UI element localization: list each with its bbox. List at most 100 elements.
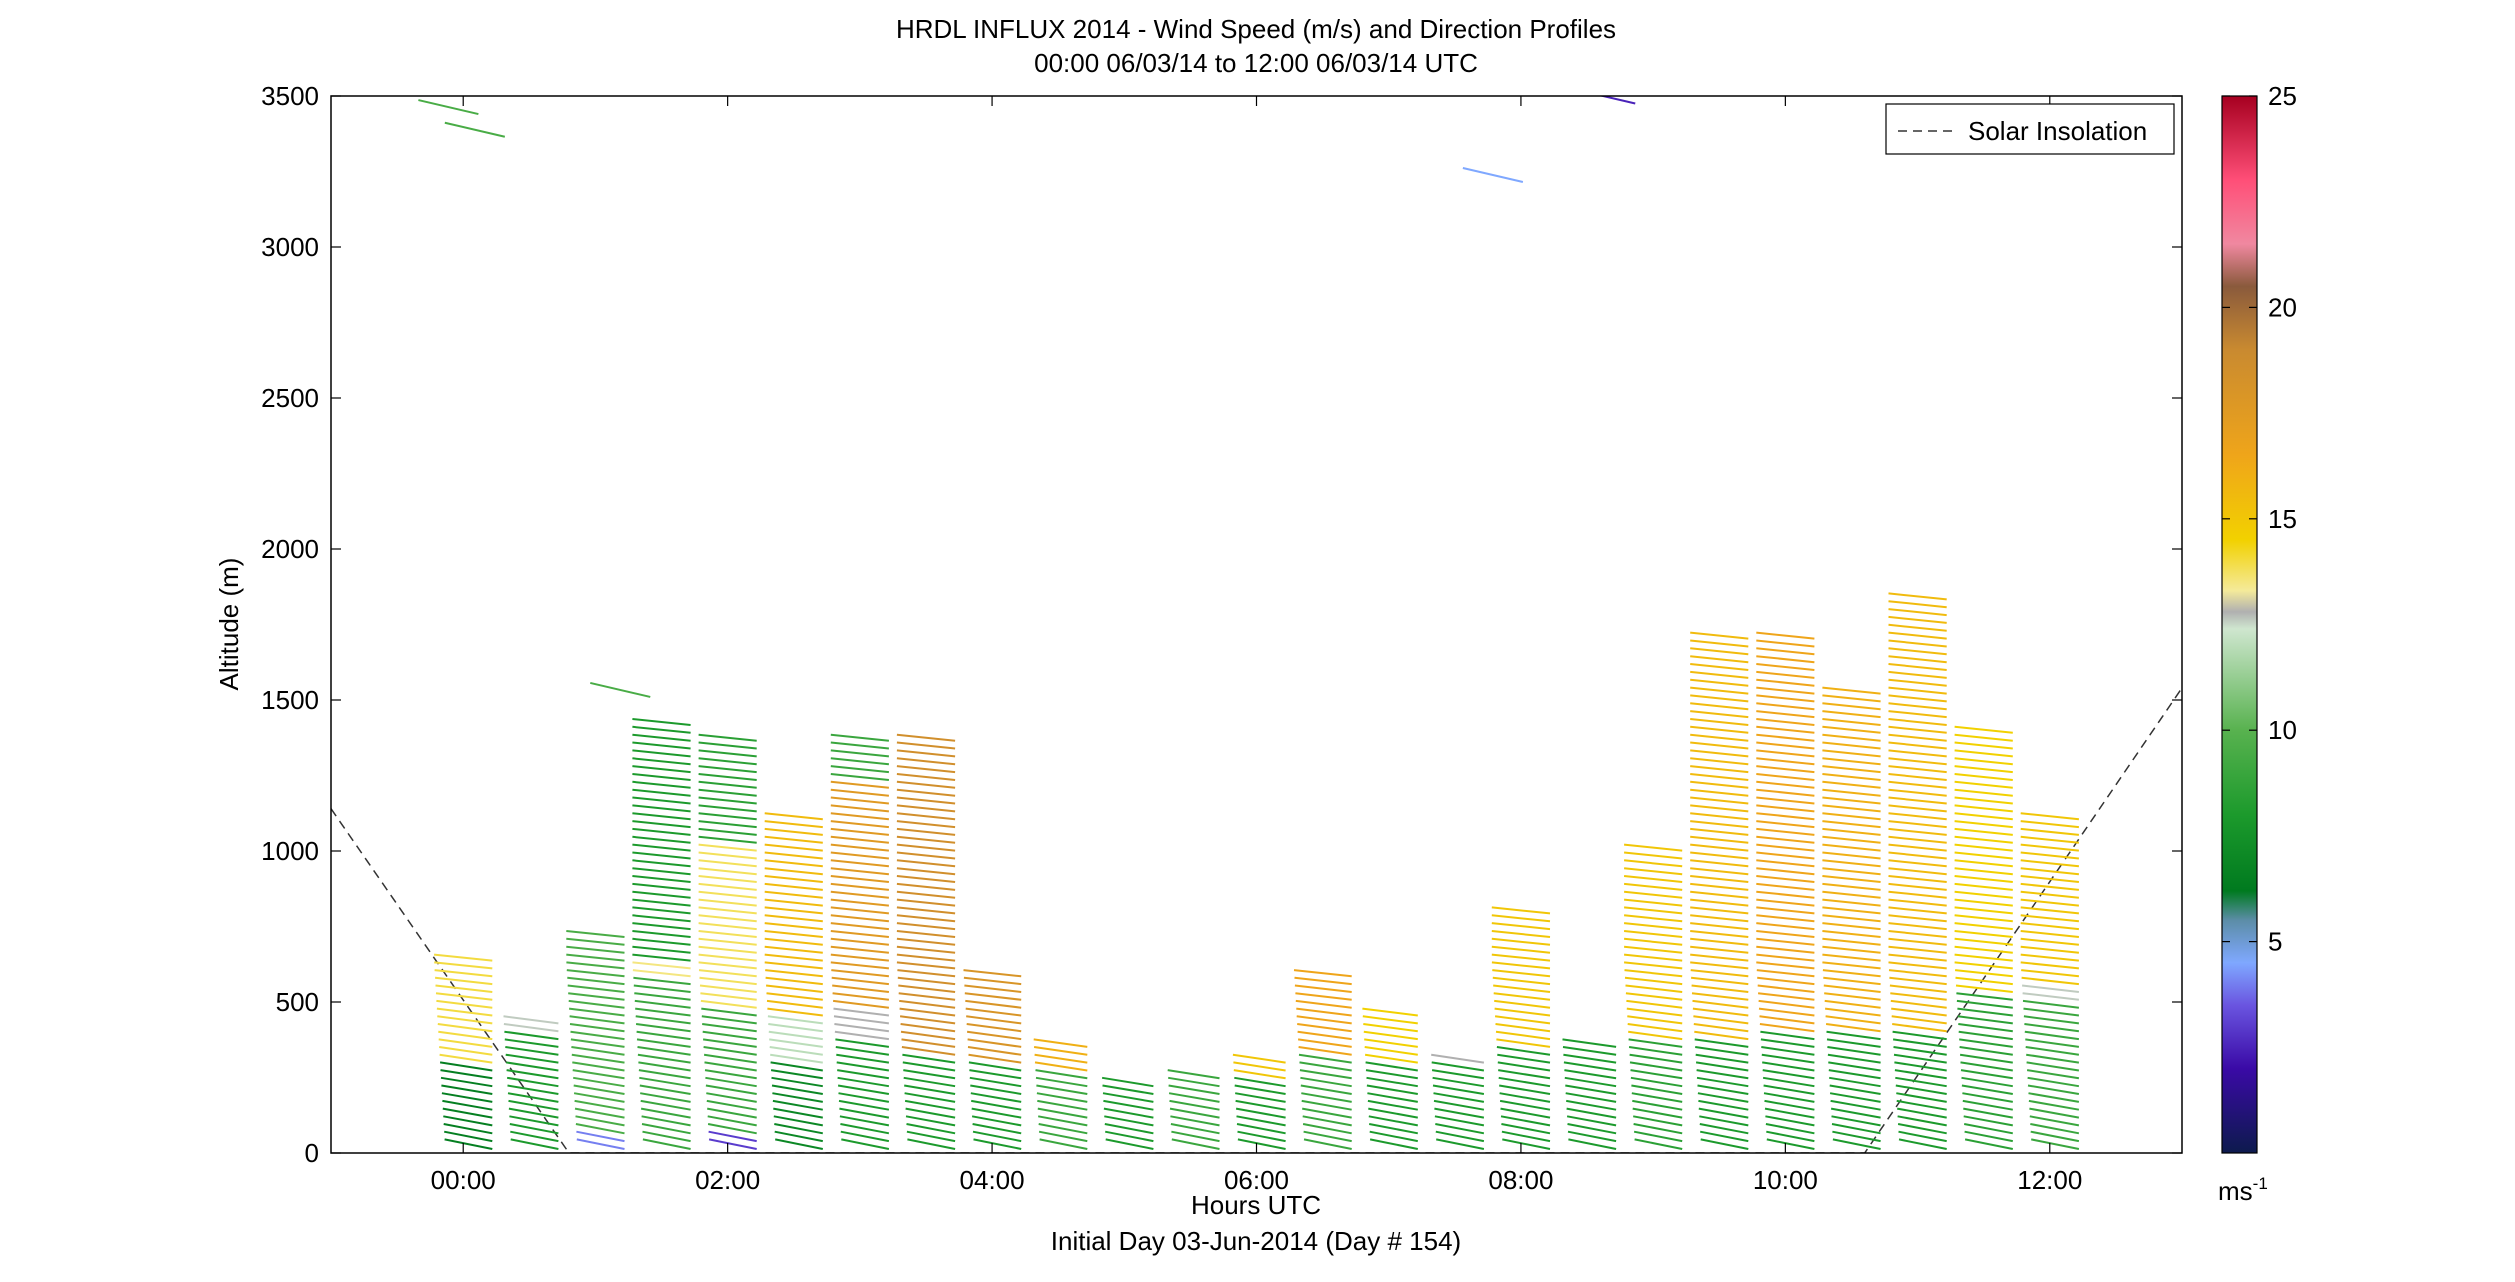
wind-barb	[702, 1030, 757, 1041]
wind-barb	[970, 1092, 1022, 1103]
wind-profile	[1101, 1076, 1154, 1150]
wind-barb	[1763, 1092, 1815, 1103]
wind-barb	[569, 1015, 625, 1025]
wind-barb	[2026, 1061, 2080, 1072]
wind-barb	[1690, 757, 1749, 766]
wind-barb	[1695, 1061, 1749, 1072]
wind-barb	[572, 1061, 625, 1072]
wind-barb	[1830, 1099, 1881, 1111]
wind-profile	[2020, 812, 2080, 1150]
wind-barb	[1888, 780, 1947, 789]
wind-barb	[1431, 1061, 1485, 1072]
wind-barb	[1756, 867, 1815, 876]
wind-barb	[2027, 1084, 2080, 1095]
wind-barb	[1433, 1099, 1485, 1111]
wind-profile	[1033, 1038, 1088, 1150]
wind-barb	[896, 898, 956, 907]
wind-barb	[571, 1053, 625, 1064]
wind-barb	[1888, 804, 1947, 813]
wind-barb	[1822, 827, 1881, 836]
wind-barb	[698, 867, 757, 876]
wind-barb	[1103, 1107, 1154, 1119]
wind-barb	[633, 984, 691, 993]
wind-barb	[1954, 937, 2013, 946]
wind-barb	[1623, 914, 1683, 923]
wind-barb	[1756, 741, 1815, 750]
wind-barb	[2020, 898, 2080, 907]
wind-barb	[1436, 1138, 1485, 1150]
wind-barb	[1700, 1130, 1749, 1143]
wind-barb	[632, 788, 691, 797]
wind-barb	[1955, 984, 2013, 993]
wind-barb	[698, 930, 757, 938]
wind-barb	[566, 937, 625, 946]
wind-barb	[764, 867, 823, 876]
wind-barb	[830, 827, 890, 836]
wind-barb	[1690, 647, 1749, 656]
wind-barb	[1954, 890, 2013, 899]
wind-barb	[444, 121, 506, 138]
wind-barb	[632, 718, 691, 726]
wind-barb	[632, 780, 691, 789]
wind-barb	[1496, 1038, 1551, 1048]
wind-barb	[1829, 1076, 1881, 1088]
wind-barb	[963, 976, 1022, 986]
wind-barb	[1822, 694, 1881, 703]
colorbar-tick-label: 25	[2268, 81, 2297, 111]
wind-barb	[1958, 1030, 2013, 1041]
wind-barb	[1888, 647, 1947, 656]
wind-barb	[505, 1053, 559, 1064]
wind-barb	[764, 820, 823, 829]
wind-barb	[1756, 827, 1815, 836]
wind-barb	[896, 859, 956, 868]
wind-barb	[1367, 1099, 1418, 1111]
wind-barb	[2026, 1053, 2080, 1064]
wind-barb	[1756, 788, 1815, 797]
wind-barb	[1760, 1038, 1815, 1048]
wind-barb	[765, 969, 823, 978]
wind-barb	[1763, 1084, 1815, 1095]
wind-barb	[2023, 1015, 2080, 1025]
wind-barb	[1634, 1138, 1683, 1150]
wind-barb	[896, 827, 956, 836]
wind-barb	[438, 1030, 493, 1041]
wind-barb	[1888, 608, 1947, 617]
wind-barb	[1563, 1053, 1617, 1064]
wind-barb	[1891, 1015, 1947, 1025]
wind-barb	[769, 1046, 823, 1056]
wind-barb	[1234, 1084, 1286, 1095]
wind-barb	[764, 906, 823, 915]
wind-barb	[1888, 694, 1947, 703]
wind-barb	[634, 999, 691, 1009]
wind-barb	[1690, 773, 1749, 781]
wind-barb	[1302, 1107, 1352, 1119]
wind-barb	[830, 780, 890, 789]
wind-barb	[638, 1069, 691, 1080]
wind-profile	[1690, 631, 1749, 1150]
wind-barb	[1624, 969, 1683, 978]
wind-barb	[834, 1030, 890, 1041]
wind-barb	[1822, 835, 1881, 844]
wind-barb	[2020, 882, 2080, 891]
x-tick-label: 00:00	[431, 1165, 496, 1195]
legend-label: Solar Insolation	[1968, 116, 2147, 146]
wind-barb	[698, 843, 757, 852]
wind-barb	[896, 937, 956, 946]
wind-barb	[1954, 725, 2013, 734]
wind-barb	[1764, 1099, 1815, 1111]
wind-barb	[1963, 1115, 2013, 1127]
wind-barb	[1431, 1069, 1485, 1080]
wind-barb	[1690, 639, 1749, 648]
wind-barb	[1298, 1046, 1352, 1056]
wind-barb	[1756, 686, 1815, 695]
wind-barb	[1690, 812, 1749, 821]
wind-barb	[441, 1084, 493, 1095]
wind-barb	[1954, 757, 2013, 766]
wind-barb	[510, 1130, 559, 1143]
wind-barb	[831, 969, 890, 978]
wind-barb	[632, 882, 691, 891]
wind-barb	[698, 914, 757, 923]
wind-barb	[698, 937, 757, 946]
wind-barb	[698, 851, 757, 860]
wind-barb	[764, 835, 823, 844]
